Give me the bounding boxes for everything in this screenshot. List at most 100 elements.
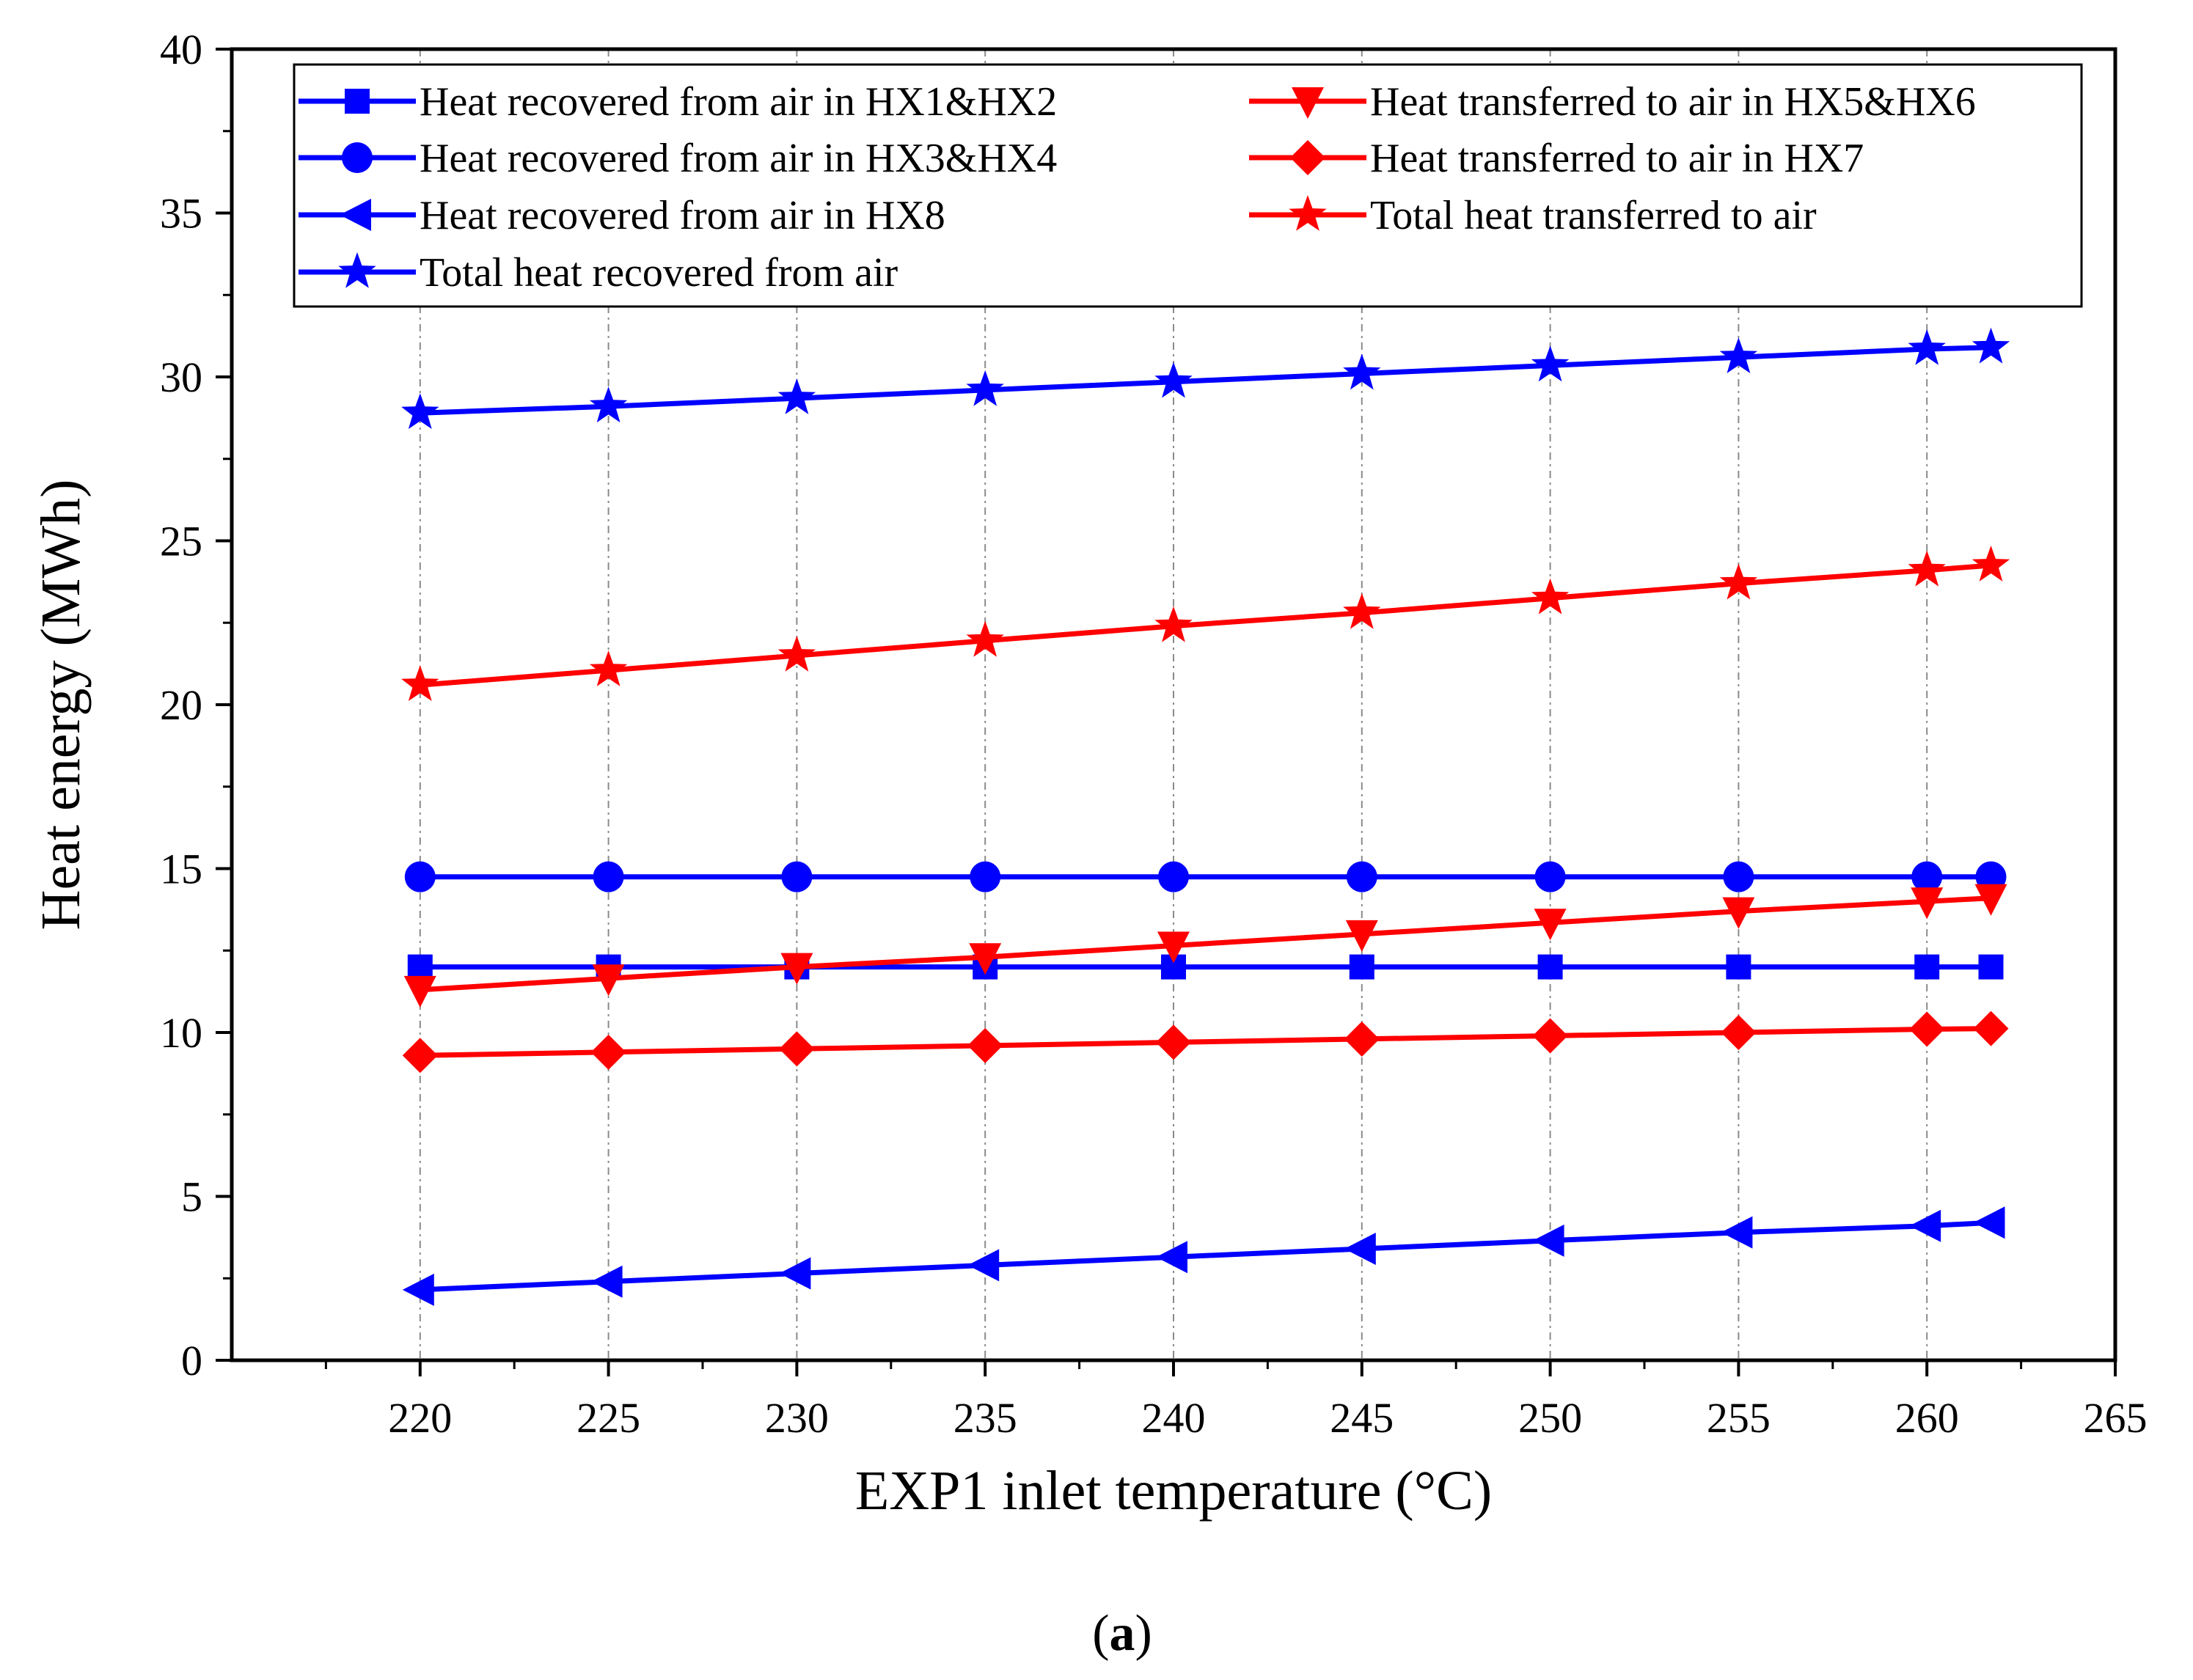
data-point-circle xyxy=(970,861,1001,892)
series-line xyxy=(420,562,1991,688)
legend-marker-star xyxy=(338,252,376,288)
data-point-triangle-down xyxy=(1534,909,1567,941)
data-point-circle xyxy=(593,861,624,892)
legend-label: Total heat transferred to air xyxy=(1370,193,1817,238)
data-point-diamond xyxy=(1721,1015,1757,1050)
data-point-diamond xyxy=(1344,1021,1380,1057)
legend-label: Heat recovered from air in HX3&HX4 xyxy=(420,136,1057,181)
legend-item-5: Heat transferred to air in HX5&HX6 xyxy=(1249,79,1976,125)
legend-label: Total heat recovered from air xyxy=(420,250,898,296)
data-point-diamond xyxy=(779,1031,815,1067)
series-line xyxy=(420,1026,1991,1058)
data-point-diamond xyxy=(1909,1011,1945,1047)
caption: (a) xyxy=(1092,1605,1152,1662)
data-point-star xyxy=(1531,578,1570,615)
y-tick-label: 35 xyxy=(160,190,202,238)
data-point-square xyxy=(1914,954,1940,980)
data-point-star xyxy=(1719,337,1758,373)
data-point-square xyxy=(407,954,433,980)
y-tick-label: 10 xyxy=(160,1009,202,1057)
data-point-square xyxy=(1349,954,1374,980)
data-point-circle xyxy=(781,861,813,892)
data-point-triangle-down xyxy=(403,975,436,1008)
y-tick-label: 40 xyxy=(160,26,202,73)
y-tick-label: 20 xyxy=(160,681,202,729)
data-point-circle xyxy=(1534,861,1566,892)
data-point-star xyxy=(589,386,628,423)
data-point-triangle-left xyxy=(1973,1206,2005,1239)
data-point-triangle-down xyxy=(592,964,625,997)
x-tick-label: 265 xyxy=(2084,1394,2148,1442)
data-point-diamond xyxy=(1973,1010,2009,1046)
data-point-star xyxy=(1971,546,2010,582)
legend-layer: Heat recovered from air in HX1&HX2 Heat r… xyxy=(293,63,2083,308)
data-point-triangle-left xyxy=(1156,1241,1187,1274)
series-line xyxy=(420,895,1991,993)
data-point-star xyxy=(401,393,439,429)
data-point-diamond xyxy=(967,1027,1003,1063)
data-point-triangle-left xyxy=(1909,1209,1941,1242)
data-point-square xyxy=(1726,954,1751,980)
x-tick-label: 245 xyxy=(1330,1394,1394,1442)
data-point-triangle-left xyxy=(402,1273,434,1306)
data-point-square xyxy=(1978,954,2004,980)
data-point-triangle-down xyxy=(1911,887,1944,920)
legend-label: Heat transferred to air in HX5&HX6 xyxy=(1370,79,1976,125)
data-point-star xyxy=(777,378,816,414)
x-axis-title: EXP1 inlet temperature (°C) xyxy=(855,1460,1492,1522)
data-point-star xyxy=(1531,345,1570,382)
x-tick-label: 220 xyxy=(388,1394,452,1442)
legend-box xyxy=(293,63,2083,308)
data-point-triangle-down xyxy=(1722,897,1755,929)
legend-marker-circle xyxy=(342,142,373,173)
data-point-star xyxy=(589,650,628,686)
legend-item-6: Heat transferred to air in HX7 xyxy=(1249,136,1864,181)
legend-item-3: Heat recovered from air in HX8 xyxy=(299,193,945,238)
data-point-star xyxy=(1154,362,1193,398)
data-point-triangle-left xyxy=(1532,1224,1564,1257)
data-point-star xyxy=(966,620,1004,657)
legend-label: Heat recovered from air in HX1&HX2 xyxy=(420,79,1057,125)
series-6 xyxy=(402,1010,2009,1074)
legend-item-7: Total heat transferred to air xyxy=(1249,193,1817,238)
x-tick-label: 240 xyxy=(1142,1394,1206,1442)
data-point-triangle-down xyxy=(1157,931,1190,964)
x-tick-label: 235 xyxy=(953,1394,1017,1442)
data-point-triangle-down xyxy=(1345,920,1378,952)
series-2 xyxy=(404,861,2007,892)
legend-label: Heat transferred to air in HX7 xyxy=(1370,136,1864,181)
data-point-diamond xyxy=(402,1038,438,1074)
data-point-circle xyxy=(1911,861,1943,892)
caption-open: ( xyxy=(1092,1605,1109,1662)
data-point-diamond xyxy=(1156,1024,1191,1060)
data-point-circle xyxy=(1158,861,1189,892)
data-point-circle xyxy=(1346,861,1377,892)
grid-layer xyxy=(419,49,1928,1360)
data-point-star xyxy=(401,665,439,701)
series-5 xyxy=(403,884,2007,1008)
data-point-triangle-left xyxy=(1721,1216,1753,1249)
data-point-triangle-left xyxy=(590,1265,623,1298)
data-point-star xyxy=(1154,606,1193,642)
data-point-triangle-left xyxy=(1344,1233,1376,1266)
data-point-triangle-down xyxy=(780,953,813,985)
series-4 xyxy=(401,327,2010,429)
x-tick-label: 225 xyxy=(576,1394,640,1442)
series-layer xyxy=(401,327,2010,1306)
caption-close: ) xyxy=(1135,1605,1152,1662)
y-axis-title: Heat energy (MWh) xyxy=(30,480,92,931)
y-tick-label: 25 xyxy=(160,518,202,565)
data-point-circle xyxy=(1723,861,1754,892)
axis-layer: 220 225 230 235 240 245 250 255 260 265 0 5 10 15 20 25… xyxy=(160,26,2148,1442)
data-point-star xyxy=(966,370,1004,406)
legend-label: Heat recovered from air in HX8 xyxy=(420,193,945,238)
y-tick-label: 15 xyxy=(160,845,202,893)
caption-letter: a xyxy=(1110,1605,1135,1662)
y-tick-label: 5 xyxy=(181,1173,202,1221)
series-line xyxy=(420,1219,1991,1293)
data-point-diamond xyxy=(1532,1018,1568,1054)
legend-marker-triangle-down xyxy=(1292,87,1324,119)
legend-marker-diamond xyxy=(1290,140,1325,175)
x-tick-label: 230 xyxy=(765,1394,829,1442)
